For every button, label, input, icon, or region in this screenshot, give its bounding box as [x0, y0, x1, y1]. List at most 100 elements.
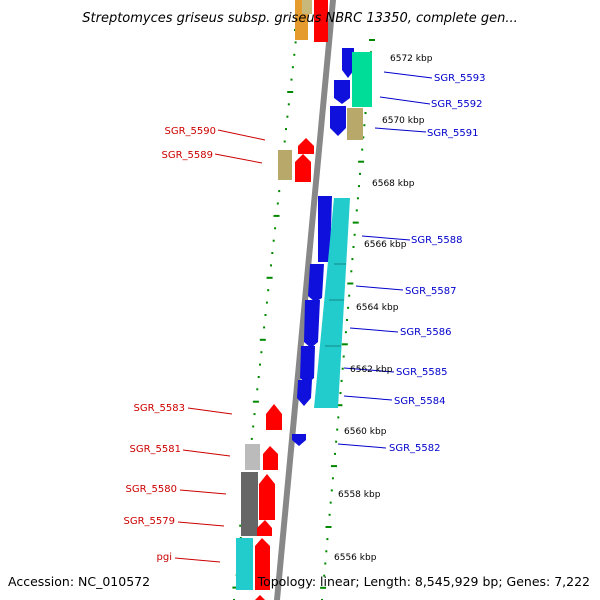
gene-block[interactable]: [330, 106, 346, 136]
gene-label[interactable]: pgi: [157, 552, 172, 563]
scale-tick: [336, 404, 343, 407]
scale-tick: [339, 392, 342, 394]
leader-lines: [174, 71, 433, 563]
gene-label[interactable]: SGR_5585: [396, 367, 448, 378]
gene-block[interactable]: [263, 446, 278, 470]
scale-tick: [274, 227, 277, 230]
scale-tick: [347, 282, 354, 285]
scale-tick: [283, 140, 286, 143]
scale-tick: [351, 258, 354, 261]
gene-block[interactable]: [297, 380, 312, 406]
scale-tick: [352, 221, 359, 224]
gene-block[interactable]: [259, 474, 275, 520]
scale-tick: [271, 252, 274, 254]
scale-tick: [347, 306, 350, 309]
scale-tick: [232, 586, 239, 589]
scale-tick: [342, 355, 345, 358]
scale-tick: [326, 538, 329, 541]
scale-tick: [287, 103, 290, 106]
scale-tick: [264, 314, 267, 316]
kbp-label: 6572 kbp: [390, 54, 433, 64]
scale-tick: [355, 209, 358, 212]
scale-tick: [356, 197, 359, 200]
scale-tick: [257, 376, 260, 378]
scale-tick: [266, 276, 273, 279]
scale-tick: [265, 301, 268, 304]
gene-label[interactable]: SGR_5579: [124, 516, 176, 527]
gene-label[interactable]: SGR_5580: [126, 484, 178, 495]
gene-block[interactable]: [298, 138, 314, 154]
gene-label[interactable]: SGR_5587: [405, 286, 457, 297]
gene-label[interactable]: SGR_5589: [162, 150, 214, 161]
gene-label[interactable]: SGR_5591: [427, 128, 479, 139]
gene-block[interactable]: [304, 300, 320, 348]
gene-block[interactable]: [278, 150, 292, 180]
scale-tick: [324, 562, 327, 565]
gene-block[interactable]: [295, 154, 311, 182]
scale-tick: [329, 501, 332, 504]
gene-block[interactable]: [236, 538, 253, 590]
gene-label[interactable]: SGR_5586: [400, 327, 452, 338]
gene-block[interactable]: [318, 196, 332, 262]
gene-block[interactable]: [257, 520, 272, 536]
scale-tick: [320, 586, 327, 589]
kbp-label: 6560 kbp: [344, 427, 387, 437]
gene-block[interactable]: [308, 264, 324, 302]
scale-tick: [272, 239, 275, 242]
scale-tick: [330, 489, 333, 492]
gene-block[interactable]: [292, 434, 306, 446]
scale-tick: [350, 270, 353, 273]
gene-block[interactable]: [241, 472, 258, 536]
scale-tick: [290, 78, 293, 81]
gene-label[interactable]: SGR_5582: [389, 443, 441, 454]
gene-block[interactable]: [302, 0, 312, 14]
scale-tick: [341, 367, 344, 370]
gene-label[interactable]: SGR_5584: [394, 396, 446, 407]
gene-block[interactable]: [314, 0, 328, 42]
scale-tick: [340, 379, 343, 382]
scale-tick: [294, 41, 297, 44]
scale-tick: [273, 214, 280, 217]
scale-tick: [352, 246, 355, 248]
scale-tick: [259, 338, 266, 341]
scale-tick: [335, 440, 338, 443]
scale-tick: [337, 416, 340, 419]
gene-block[interactable]: [334, 80, 350, 104]
gene-block[interactable]: [245, 444, 260, 470]
reverse-gene-labels: SGR_5593 SGR_5592 SGR_5591 SGR_5588 SGR_…: [389, 73, 486, 454]
scale-tick: [363, 124, 366, 127]
scale-tick: [276, 202, 279, 205]
scale-tick: [260, 351, 263, 354]
scale-tick: [331, 465, 337, 468]
scale-tick: [323, 574, 326, 577]
gene-block[interactable]: [342, 48, 354, 78]
gene-block[interactable]: [300, 346, 315, 384]
scale-tick: [253, 413, 256, 416]
gene-label[interactable]: SGR_5593: [434, 73, 486, 84]
scale-tick: [344, 331, 347, 334]
scale-tick: [325, 526, 332, 528]
scale-tick: [358, 185, 360, 188]
scale-tick: [336, 428, 339, 431]
scale-tick: [358, 160, 365, 163]
gene-block[interactable]: [347, 108, 363, 140]
gene-label[interactable]: SGR_5583: [134, 403, 186, 414]
gene-label[interactable]: SGR_5581: [130, 444, 182, 455]
kbp-label: 6562 kbp: [350, 365, 393, 375]
scale-tick: [278, 190, 281, 193]
scale-tick: [291, 66, 294, 69]
gene-label[interactable]: SGR_5588: [411, 235, 463, 246]
gene-label[interactable]: SGR_5592: [431, 99, 483, 110]
scale-tick: [287, 91, 294, 93]
scale-tick: [259, 363, 261, 366]
gene-block[interactable]: [266, 404, 282, 430]
scale-tick: [348, 294, 351, 297]
gene-block[interactable]: [314, 198, 350, 408]
gene-label[interactable]: SGR_5590: [165, 126, 217, 137]
scale-tick: [334, 452, 336, 455]
gene-block[interactable]: [255, 538, 270, 590]
gene-block[interactable]: [352, 52, 372, 107]
forward-gene-labels: SGR_5590 SGR_5589 SGR_5583 SGR_5581 SGR_…: [124, 126, 217, 563]
scale-tick: [286, 115, 289, 118]
